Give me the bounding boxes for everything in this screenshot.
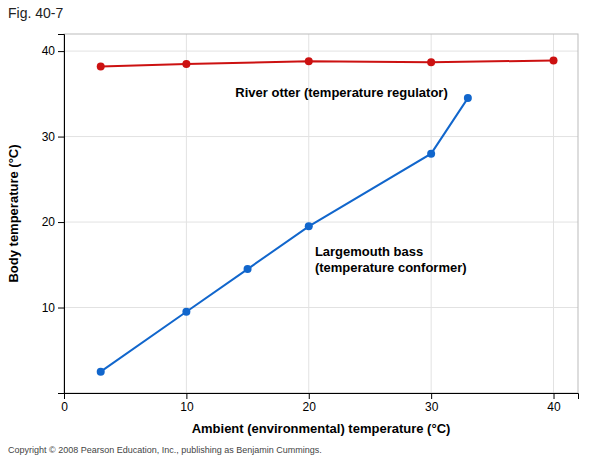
annotation: River otter (temperature regulator)	[235, 85, 447, 100]
y-axis: 10 20 30 40	[42, 35, 65, 394]
point	[182, 308, 190, 316]
x-tick: 0	[61, 393, 68, 414]
x-tick: 20	[303, 393, 317, 414]
x-tick-label: 30	[425, 400, 439, 414]
x-tick-label: 0	[61, 400, 68, 414]
y-tick-label: 10	[42, 301, 56, 315]
grid-line	[64, 136, 578, 137]
grid-line	[64, 51, 578, 52]
y-axis-title: Body temperature (°C)	[6, 144, 21, 282]
plot-frame	[64, 34, 578, 393]
grid	[64, 34, 578, 393]
y-tick-label: 20	[42, 215, 56, 229]
series	[97, 94, 472, 376]
point	[550, 56, 558, 64]
grid-line	[186, 34, 187, 393]
x-axis: 0 10 20 30 40	[61, 393, 578, 414]
x-tick-label: 10	[180, 400, 194, 414]
series	[97, 56, 558, 70]
point	[427, 58, 435, 66]
x-tick-label: 40	[547, 400, 561, 414]
grid-line	[64, 307, 578, 308]
point	[427, 150, 435, 158]
chart: Fig. 40-7 0 10 20 30 40 10 20 30 40 River otter (t…	[0, 0, 600, 459]
x-tick: 40	[547, 393, 561, 414]
line	[101, 98, 468, 372]
y-tick-mark	[58, 51, 64, 52]
y-tick-mark	[58, 137, 64, 138]
point	[97, 368, 105, 376]
annotation: Largemouth bass(temperature conformer)	[315, 244, 467, 275]
x-axis-line	[65, 394, 579, 400]
marks	[97, 56, 558, 375]
x-tick-mark	[431, 393, 432, 399]
title: Fig. 40-7	[8, 5, 63, 21]
grid-line	[64, 222, 578, 223]
x-tick: 10	[180, 393, 194, 414]
point	[305, 57, 313, 65]
y-tick-mark	[58, 222, 64, 223]
x-tick-mark	[186, 393, 187, 399]
x-tick-label: 20	[303, 400, 317, 414]
y-tick: 20	[42, 215, 64, 229]
x-tick-mark	[309, 393, 310, 399]
x-axis-title: Ambient (environmental) temperature (°C)	[192, 421, 451, 436]
point	[182, 60, 190, 68]
point	[97, 62, 105, 70]
plot: 0 10 20 30 40 10 20 30 40 River otter (temperatur…	[42, 34, 579, 414]
y-tick: 30	[42, 130, 64, 144]
x-tick-mark	[554, 393, 555, 399]
point	[305, 222, 313, 230]
grid-line	[553, 34, 554, 393]
footnote: Copyright © 2008 Pearson Education, Inc.…	[8, 445, 322, 455]
y-axis-line	[58, 35, 65, 394]
y-tick: 10	[42, 301, 64, 315]
point	[244, 265, 252, 273]
y-tick-mark	[58, 308, 64, 309]
y-tick-label: 30	[42, 130, 56, 144]
y-tick: 40	[42, 44, 64, 58]
point	[464, 94, 472, 102]
line	[101, 60, 554, 66]
y-tick-label: 40	[42, 44, 56, 58]
x-tick: 30	[425, 393, 439, 414]
